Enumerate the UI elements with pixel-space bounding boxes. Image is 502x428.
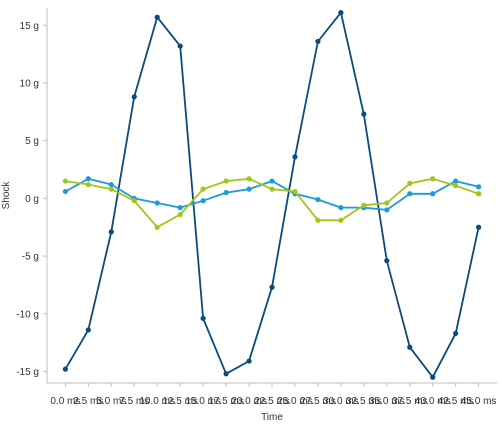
data-point[interactable] <box>315 38 321 45</box>
data-point[interactable] <box>154 200 160 206</box>
data-point[interactable] <box>292 154 298 160</box>
data-point[interactable] <box>177 205 183 211</box>
y-tick-label: 0 g <box>25 194 39 205</box>
series-1 <box>62 10 482 380</box>
data-point[interactable] <box>154 14 160 20</box>
x-tick-label: 20.0 ms <box>231 396 267 407</box>
data-point[interactable] <box>384 207 390 213</box>
data-point[interactable] <box>200 186 206 192</box>
data-point[interactable] <box>246 176 252 182</box>
x-tick-label: 27.5 ms <box>300 396 336 407</box>
data-point[interactable] <box>453 183 459 189</box>
x-tick-label: 15.0 ms <box>185 396 221 407</box>
axes <box>43 8 497 387</box>
data-point[interactable] <box>453 178 459 184</box>
data-point[interactable] <box>200 198 206 204</box>
data-point[interactable] <box>85 176 91 182</box>
data-point[interactable] <box>269 284 275 290</box>
y-tick-label: -10 g <box>16 309 39 320</box>
data-point[interactable] <box>85 181 91 188</box>
labels: 15 g 10 g 5 g 0 g -5 g -10 g -15 g 0.0 ms2.5 ms… <box>1 21 496 423</box>
x-axis-title: Time <box>261 412 283 423</box>
y-tick-label: 5 g <box>25 136 39 147</box>
data-point[interactable] <box>361 202 367 208</box>
data-point[interactable] <box>131 94 137 100</box>
data-point[interactable] <box>476 191 482 197</box>
x-tick-label: 32.5 ms <box>346 396 382 407</box>
data-point[interactable] <box>62 178 68 184</box>
x-tick-label: 42.5 ms <box>438 396 474 407</box>
x-tick-label: 17.5 ms <box>208 396 244 407</box>
x-tick-label: 40.0 ms <box>415 396 451 407</box>
data-point[interactable] <box>338 205 344 211</box>
data-point[interactable] <box>430 374 436 380</box>
x-tick-label: 12.5 ms <box>162 396 198 407</box>
x-tick-label: 5.0 ms <box>96 396 126 407</box>
data-point[interactable] <box>476 224 482 230</box>
data-point[interactable] <box>62 366 68 372</box>
data-point[interactable] <box>62 188 68 195</box>
x-tick-label: 0.0 ms <box>50 396 80 407</box>
data-point[interactable] <box>223 178 229 184</box>
x-tick-label: 37.5 ms <box>392 396 428 407</box>
data-point[interactable] <box>430 176 436 182</box>
data-point[interactable] <box>361 111 367 117</box>
data-point[interactable] <box>430 191 436 197</box>
y-tick-label: -5 g <box>22 252 39 263</box>
x-tick-label: 35.0 ms <box>369 396 405 407</box>
data-point[interactable] <box>407 191 413 197</box>
data-point[interactable] <box>338 10 344 16</box>
data-point[interactable] <box>476 184 482 190</box>
series-layer <box>62 10 482 380</box>
x-tick-label: 30.0 ms <box>323 396 359 407</box>
data-point[interactable] <box>269 186 275 192</box>
data-point[interactable] <box>269 178 275 184</box>
data-point[interactable] <box>154 224 160 230</box>
data-point[interactable] <box>85 327 91 333</box>
data-point[interactable] <box>315 217 321 223</box>
data-point[interactable] <box>177 211 183 218</box>
data-point[interactable] <box>246 358 252 364</box>
data-point[interactable] <box>223 371 229 377</box>
data-point[interactable] <box>315 196 321 203</box>
data-point[interactable] <box>223 190 229 196</box>
y-axis-title: Shock <box>1 181 12 210</box>
x-tick-label: 45.0 ms <box>461 396 497 407</box>
series-3 <box>62 176 482 230</box>
x-tick-label: 7.5 ms <box>119 396 149 407</box>
data-point[interactable] <box>131 198 137 204</box>
data-point[interactable] <box>407 344 413 350</box>
data-point[interactable] <box>108 181 114 188</box>
x-tick-label: 2.5 ms <box>73 396 103 407</box>
data-point[interactable] <box>177 43 183 49</box>
y-tick-label: 10 g <box>20 79 39 90</box>
data-point[interactable] <box>108 229 114 235</box>
x-tick-label: 25.0 ms <box>277 396 313 407</box>
data-point[interactable] <box>292 188 298 195</box>
y-tick-label: 15 g <box>20 21 39 32</box>
x-tick-label: 10.0 ms <box>139 396 175 407</box>
data-point[interactable] <box>108 186 114 192</box>
data-point[interactable] <box>453 330 459 336</box>
data-point[interactable] <box>384 200 390 206</box>
y-tick-label: -15 g <box>16 367 39 378</box>
data-point[interactable] <box>200 315 206 321</box>
data-point[interactable] <box>338 217 344 223</box>
data-point[interactable] <box>407 180 413 186</box>
data-point[interactable] <box>384 258 390 264</box>
data-point[interactable] <box>246 186 252 192</box>
x-tick-label: 22.5 ms <box>254 396 290 407</box>
series-line <box>65 177 479 229</box>
